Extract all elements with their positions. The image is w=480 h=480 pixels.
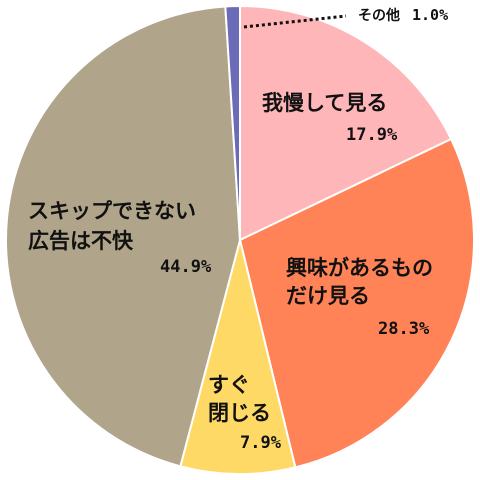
slice-label-kyomi-line2: だけ見る: [286, 284, 370, 308]
slice-label-other: その他: [358, 7, 400, 24]
slice-label-skip-line2: 広告は不快: [28, 229, 134, 253]
slice-label-skip-line1: スキップできない: [28, 199, 196, 223]
pie-slice-0: [239, 4, 453, 242]
pie-slice-4: [224, 4, 241, 241]
slice-value-kyomi: 28.3%: [378, 319, 430, 339]
slice-value-skip: 44.9%: [160, 257, 212, 277]
slice-label-kyomi-line1: 興味があるもの: [286, 256, 433, 280]
slice-value-gaman: 17.9%: [346, 125, 398, 145]
slice-value-other: 1.0%: [412, 6, 448, 24]
pie-slice-3: [5, 5, 242, 468]
slice-label-sugu-line2: 閉じる: [208, 401, 271, 425]
slice-label-gaman: 我慢して見る: [262, 91, 387, 115]
slice-label-sugu-line1: すぐ: [208, 373, 250, 397]
pie-slice-1: [238, 137, 475, 469]
other-leader-line: [243, 14, 347, 29]
pie-slices: [5, 4, 475, 475]
pie-slice-2: [179, 239, 297, 475]
slice-value-sugu: 7.9%: [240, 433, 282, 453]
